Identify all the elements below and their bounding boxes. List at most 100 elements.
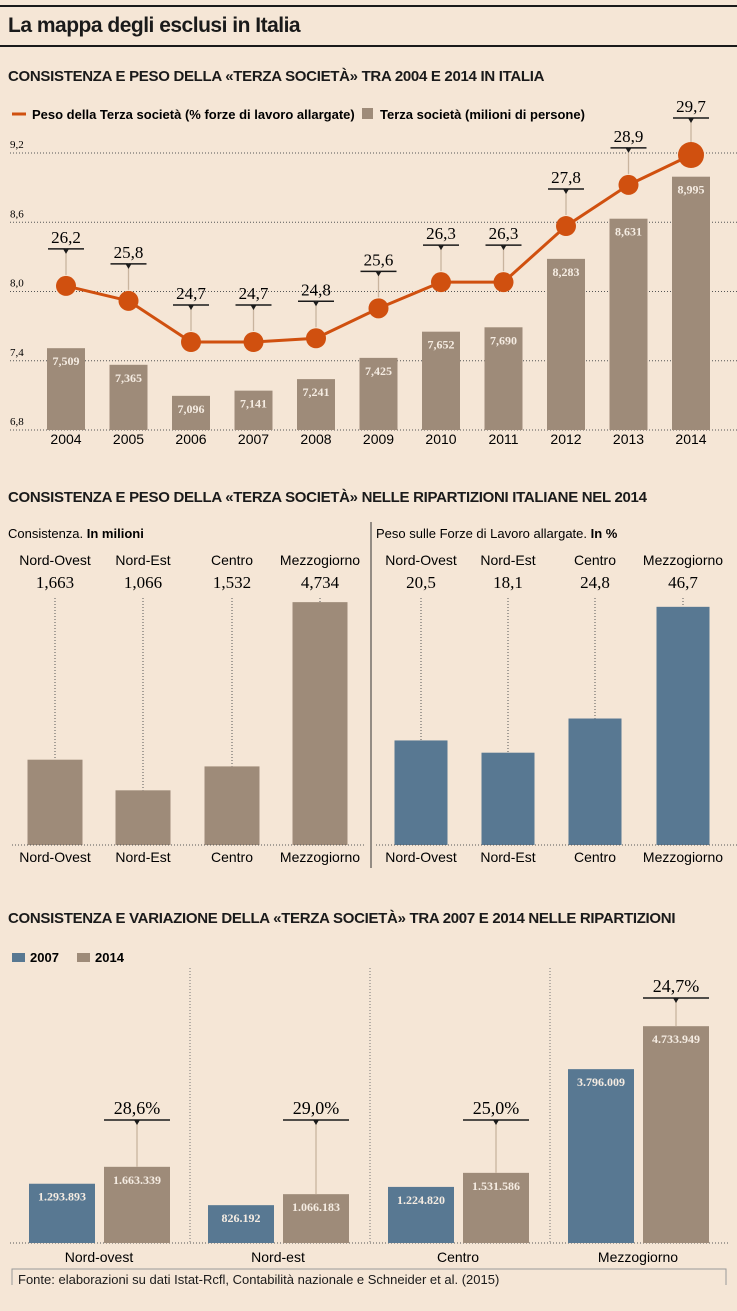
panel-category-top: Centro [574, 552, 616, 568]
line-point-2004-callout-arrow [63, 248, 69, 254]
line-point-2008-label: 24,8 [301, 280, 331, 299]
line-point-2005 [118, 290, 139, 311]
bar-2014 [672, 176, 710, 430]
line-point-2010-label: 26,3 [426, 224, 456, 243]
line-point-2007-callout-arrow [250, 305, 257, 310]
y-tick-label: 6,8 [10, 416, 24, 428]
panel-subtitle: Consistenza. In milioni [8, 526, 144, 541]
bar-2004 [47, 348, 85, 430]
x-tick-label: Centro [437, 1249, 479, 1265]
panel-category-top: Nord-Ovest [385, 552, 457, 568]
line-point-2014-callout-arrow [688, 118, 694, 123]
panel-category-top: Centro [211, 552, 253, 568]
bar-value-label: 8,995 [678, 183, 705, 197]
panel-category-top: Mezzogiorno [643, 552, 723, 568]
bar-Centro-2007 [388, 1186, 454, 1243]
panel-value-label: 4,734 [301, 573, 340, 592]
bar-2009 [359, 357, 398, 430]
bar-Centro-2014 [463, 1172, 529, 1243]
panel-value-label: 18,1 [493, 573, 523, 592]
bar-value-label: 8,283 [553, 265, 580, 279]
panel-value-label: 46,7 [668, 573, 698, 592]
bar-value-label: 7,690 [490, 333, 517, 347]
legend-2014-label: 2014 [95, 950, 125, 965]
bar-2008 [297, 379, 335, 430]
panel-value-label: 1,532 [213, 573, 251, 592]
bar-Nord-Ovest [27, 759, 83, 845]
variation-Mezzogiorno-label: 24,7% [653, 976, 700, 996]
line-point-2010-callout-arrow [438, 245, 444, 251]
line-point-2012-label: 27,8 [551, 168, 581, 187]
bar-2007 [234, 390, 273, 430]
bar-Nord-est-2014 [283, 1194, 349, 1243]
line-point-2011 [493, 272, 514, 293]
chart1-title: CONSISTENZA E PESO DELLA «TERZA SOCIETÀ»… [8, 68, 545, 85]
bar-Nord-ovest-2014 [104, 1166, 170, 1243]
x-tick-label: Centro [211, 849, 253, 865]
bar-Mezzogiorno [292, 602, 348, 845]
line-point-2014-label: 29,7 [676, 97, 706, 116]
x-tick-label: Mezzogiorno [280, 849, 360, 865]
x-tick-label: 2004 [50, 431, 81, 447]
line-point-2006-callout-arrow [188, 305, 194, 310]
title-rule [0, 45, 737, 47]
bar-Nord-Est [115, 790, 171, 845]
line-point-2008 [306, 328, 326, 349]
chart2-title: CONSISTENZA E PESO DELLA «TERZA SOCIETÀ»… [8, 489, 647, 506]
bar-value-label: 4.733.949 [652, 1032, 700, 1046]
line-point-2006-label: 24,7 [176, 284, 206, 303]
x-tick-label: Nord-Ovest [19, 849, 91, 865]
line-point-2004 [56, 275, 76, 296]
legend-2007-label: 2007 [30, 950, 59, 965]
chart3-title: CONSISTENZA E VARIAZIONE DELLA «TERZA SO… [8, 910, 676, 927]
bar-value-label: 826.192 [222, 1211, 261, 1225]
bar-Mezzogiorno-2007 [568, 1069, 634, 1243]
bar-Centro [204, 766, 260, 845]
y-tick-label: 8,0 [10, 278, 24, 290]
legend-bar-swatch [362, 108, 373, 119]
panel-category-top: Mezzogiorno [280, 552, 360, 568]
panel-category-top: Nord-Est [115, 552, 170, 568]
panel-category-top: Nord-Ovest [19, 552, 91, 568]
x-tick-label: 2005 [113, 431, 144, 447]
x-tick-label: Nord-Ovest [385, 849, 457, 865]
legend-bar-label: Terza società (milioni di persone) [380, 107, 585, 122]
x-tick-label: 2010 [425, 431, 456, 447]
x-tick-label: Nord-est [251, 1249, 305, 1265]
variation-Centro-callout-arrow [493, 1120, 499, 1125]
line-point-2013-label: 28,9 [614, 127, 644, 146]
panel-value-label: 20,5 [406, 573, 436, 592]
x-tick-label: 2012 [550, 431, 581, 447]
top-rule [0, 5, 737, 7]
bar-2012 [547, 258, 585, 430]
line-point-2009-label: 25,6 [364, 250, 394, 269]
x-tick-label: Nord-Est [480, 849, 535, 865]
bar-value-label: 7,141 [240, 397, 267, 411]
bar-value-label: 7,365 [115, 371, 142, 385]
x-tick-label: 2009 [363, 431, 394, 447]
line-point-2006 [181, 332, 201, 352]
x-tick-label: 2008 [300, 431, 331, 447]
panel-subtitle: Peso sulle Forze di Lavoro allargate. In… [376, 526, 618, 541]
source-note: Fonte: elaborazioni su dati Istat-Rcfl, … [18, 1272, 500, 1287]
x-tick-label: Mezzogiorno [598, 1249, 678, 1265]
panel-value-label: 24,8 [580, 573, 610, 592]
variation-Centro-label: 25,0% [473, 1098, 520, 1118]
line-point-2014 [678, 142, 704, 168]
line-point-2011-label: 26,3 [489, 224, 519, 243]
bar-value-label: 7,425 [365, 364, 392, 378]
line-point-2007-label: 24,7 [239, 284, 269, 303]
bar-value-label: 8,631 [615, 225, 642, 239]
line-point-2009-callout-arrow [375, 271, 382, 277]
line-point-2007 [243, 332, 264, 352]
bar-Nord-Ovest [394, 740, 448, 845]
bar-value-label: 3.796.009 [577, 1075, 625, 1089]
bar-value-label: 1.224.820 [397, 1193, 445, 1207]
line-point-2013-callout-arrow [625, 147, 632, 153]
bar-2013 [609, 218, 648, 430]
line-point-2011-callout-arrow [500, 245, 507, 251]
legend-2007-swatch [12, 953, 25, 962]
variation-Nord-est-callout-arrow [313, 1120, 319, 1125]
